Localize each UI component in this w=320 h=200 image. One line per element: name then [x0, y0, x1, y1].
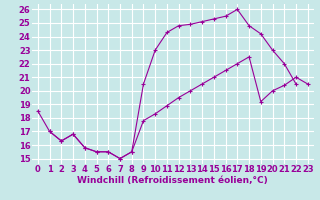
X-axis label: Windchill (Refroidissement éolien,°C): Windchill (Refroidissement éolien,°C) [77, 176, 268, 185]
